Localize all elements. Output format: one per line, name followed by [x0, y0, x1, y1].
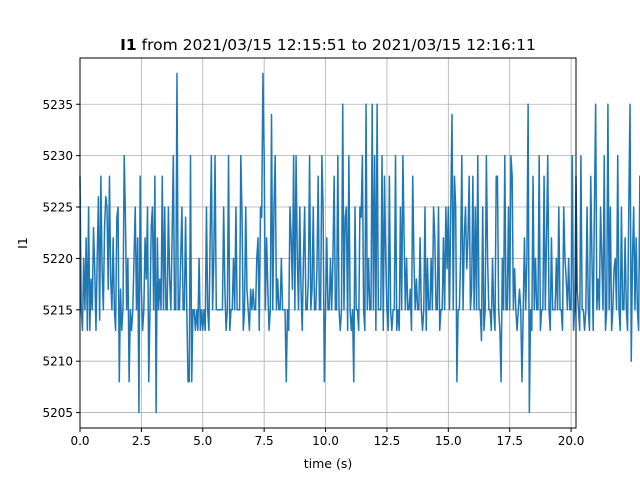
x-axis-label: time (s): [304, 456, 352, 471]
y-tick-label: 5210: [42, 355, 73, 369]
chart-title-bold: I1: [120, 36, 137, 54]
x-tick-label: 0.0: [70, 434, 89, 448]
x-tick-label: 7.5: [255, 434, 274, 448]
x-axis-ticks: 0.0 2.5 5.0 7.5 10.0 12.5 15.0 17.5 20.0: [70, 428, 584, 448]
y-tick-label: 5230: [42, 149, 73, 163]
series-line: [79, 72, 640, 414]
y-axis-label: I1: [15, 237, 30, 249]
x-tick-label: 20.0: [558, 434, 585, 448]
y-tick-label: 5215: [42, 303, 73, 317]
x-tick-label: 10.0: [312, 434, 339, 448]
x-tick-label: 17.5: [496, 434, 523, 448]
x-tick-label: 5.0: [193, 434, 212, 448]
y-tick-label: 5220: [42, 252, 73, 266]
y-tick-label: 5235: [42, 98, 73, 112]
x-tick-label: 12.5: [374, 434, 401, 448]
axes-frame: [79, 57, 577, 429]
x-tick-label: 2.5: [132, 434, 151, 448]
x-tick-label: 15.0: [435, 434, 462, 448]
data-series: [79, 72, 640, 414]
y-tick-label: 5225: [42, 201, 73, 215]
y-axis-ticks: 5205 5210 5215 5220 5225 5230 5235: [42, 98, 80, 420]
grid: [79, 58, 576, 428]
chart-title: I1 from 2021/03/15 12:15:51 to 2021/03/1…: [120, 36, 536, 54]
y-tick-label: 5205: [42, 406, 73, 420]
chart-title-rest: from 2021/03/15 12:15:51 to 2021/03/15 1…: [137, 36, 536, 54]
